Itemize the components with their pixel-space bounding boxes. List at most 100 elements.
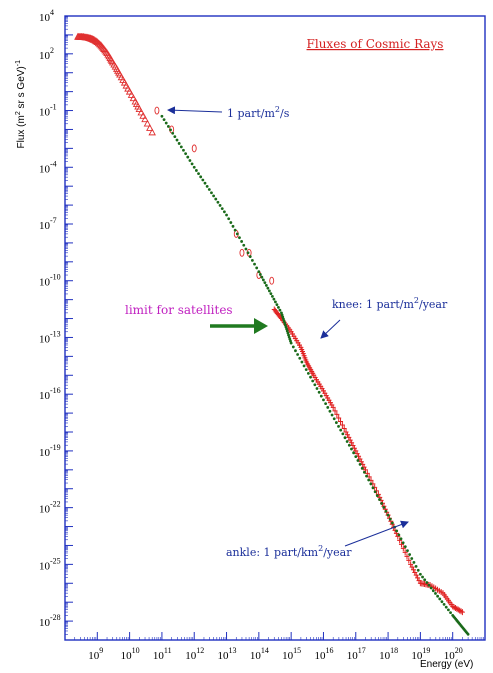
data-point	[277, 305, 280, 309]
data-point	[190, 162, 194, 166]
data-point	[261, 278, 265, 282]
data-point	[294, 349, 297, 353]
data-point	[269, 276, 275, 285]
data-point	[345, 440, 349, 443]
data-point	[264, 284, 268, 287]
data-point	[378, 498, 381, 501]
data-point	[188, 159, 192, 162]
data-point	[212, 194, 216, 198]
data-point	[373, 490, 377, 494]
data-point	[186, 155, 190, 159]
x-axis-ticks: 109 1010 1011 1012 1013 1014 1015 1016 1017 1018 1…	[64, 632, 486, 662]
data-point	[404, 553, 410, 560]
data-point	[199, 175, 203, 179]
data-point	[242, 243, 246, 247]
data-point	[275, 303, 279, 307]
data-point	[239, 248, 245, 257]
y-tick-label: 10-28	[39, 613, 61, 629]
data-point	[177, 142, 181, 145]
y-tick-label: 10-10	[39, 273, 61, 289]
data-point	[225, 213, 228, 217]
data-point	[127, 90, 136, 98]
data-point	[328, 409, 332, 413]
x-tick-label: 1017	[347, 646, 366, 662]
data-point	[246, 251, 250, 255]
data-point	[270, 294, 274, 298]
data-point	[397, 533, 401, 537]
data-point	[182, 148, 185, 152]
data-point	[137, 108, 145, 116]
data-point	[317, 390, 321, 394]
x-tick-label: 1016	[314, 646, 333, 662]
x-tick-label: 1010	[121, 646, 140, 662]
data-point	[250, 258, 254, 262]
data-point	[311, 379, 315, 383]
arrow-satellites	[210, 318, 268, 334]
data-point	[444, 605, 448, 609]
data-point	[269, 292, 273, 296]
data-point	[397, 537, 403, 544]
data-point	[352, 451, 356, 455]
data-point	[401, 541, 405, 545]
data-point	[427, 583, 431, 587]
data-point	[231, 224, 235, 228]
data-point	[395, 529, 399, 533]
data-point	[315, 387, 319, 390]
data-point	[192, 165, 196, 169]
data-point	[459, 609, 465, 616]
arrow-one-per-s	[167, 106, 223, 115]
y-tick-label: 10-16	[39, 386, 61, 402]
data-point	[390, 521, 394, 525]
data-point	[380, 502, 384, 505]
data-point	[94, 39, 103, 47]
data-point	[210, 191, 213, 195]
data-point	[220, 207, 224, 211]
data-point	[434, 592, 437, 595]
x-tick-label: 1020	[444, 646, 463, 662]
data-point	[438, 597, 442, 601]
data-point	[324, 402, 328, 406]
data-point	[214, 197, 218, 201]
plot-frame	[64, 15, 486, 641]
data-point	[421, 575, 424, 579]
y-axis-label: Flux (m2 sr s GeV)-1	[15, 60, 27, 149]
data-point	[362, 470, 366, 474]
data-point	[354, 455, 358, 459]
x-tick-label: 1012	[185, 646, 204, 662]
data-point	[93, 38, 102, 45]
data-point	[129, 94, 138, 102]
data-point	[207, 188, 211, 191]
data-point	[322, 398, 325, 402]
data-point	[143, 119, 152, 127]
y-tick-label: 10-19	[39, 443, 61, 459]
y-tick-label: 10-7	[39, 216, 57, 232]
data-point	[386, 513, 390, 517]
data-point	[369, 482, 373, 486]
data-point	[431, 589, 435, 593]
series-triangle	[74, 32, 156, 136]
data-point	[164, 121, 168, 125]
x-tick-label: 1018	[379, 646, 398, 662]
data-point	[341, 432, 345, 436]
data-point	[253, 262, 256, 266]
data-point	[337, 424, 340, 428]
data-point	[334, 421, 338, 424]
data-point	[154, 106, 160, 115]
data-point	[296, 353, 300, 356]
data-point	[423, 578, 427, 582]
data-point	[205, 184, 209, 188]
data-point	[360, 466, 364, 470]
data-point	[169, 128, 172, 132]
data-point	[338, 418, 344, 425]
data-point	[418, 572, 422, 576]
data-point	[309, 375, 312, 379]
data-point	[375, 494, 379, 498]
x-axis-label: Energy (eV)	[420, 659, 473, 670]
data-point	[191, 144, 197, 153]
data-point	[291, 345, 295, 349]
data-point	[388, 517, 392, 521]
data-point	[300, 360, 304, 364]
data-point	[171, 131, 175, 135]
data-points	[74, 32, 470, 636]
